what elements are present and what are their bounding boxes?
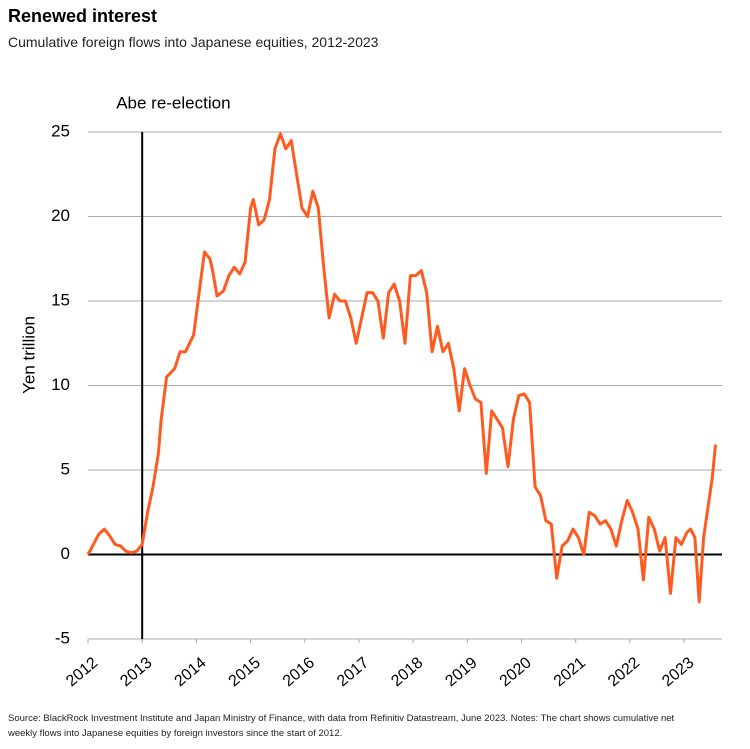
y-tick-label: 5 [61, 459, 70, 478]
x-tick-label: 2015 [226, 654, 264, 690]
annotation-label: Abe re-election [116, 93, 230, 112]
y-axis-label: Yen trillion [19, 316, 38, 394]
x-tick-label: 2016 [280, 654, 318, 690]
x-tick-label: 2014 [171, 654, 209, 690]
x-tick-label: 2019 [442, 654, 480, 690]
source-note: Source: BlackRock Investment Institute a… [8, 713, 675, 739]
y-tick-label: 15 [51, 290, 70, 309]
x-tick-label: 2012 [63, 654, 101, 690]
chart-subtitle: Cumulative foreign flows into Japanese e… [8, 34, 379, 50]
x-tick-label: 2021 [551, 654, 589, 690]
y-tick-label: 10 [51, 375, 70, 394]
x-tick-label: 2022 [605, 654, 643, 690]
x-tick-label: 2023 [659, 654, 697, 690]
x-tick-label: 2020 [497, 654, 535, 690]
y-tick-label: 20 [51, 206, 70, 225]
chart: Yen trillion -5 0 5 10 15 20 25 2012 2013 2014 201… [19, 93, 722, 690]
y-tick-label: -5 [55, 628, 70, 647]
x-tick-label: 2017 [334, 654, 372, 690]
data-line [86, 132, 717, 604]
x-tick-label: 2018 [388, 654, 426, 690]
x-tick-label: 2013 [117, 654, 155, 690]
y-tick-label: 25 [51, 121, 70, 140]
y-tick-label: 0 [61, 544, 70, 563]
chart-title: Renewed interest [8, 6, 158, 26]
